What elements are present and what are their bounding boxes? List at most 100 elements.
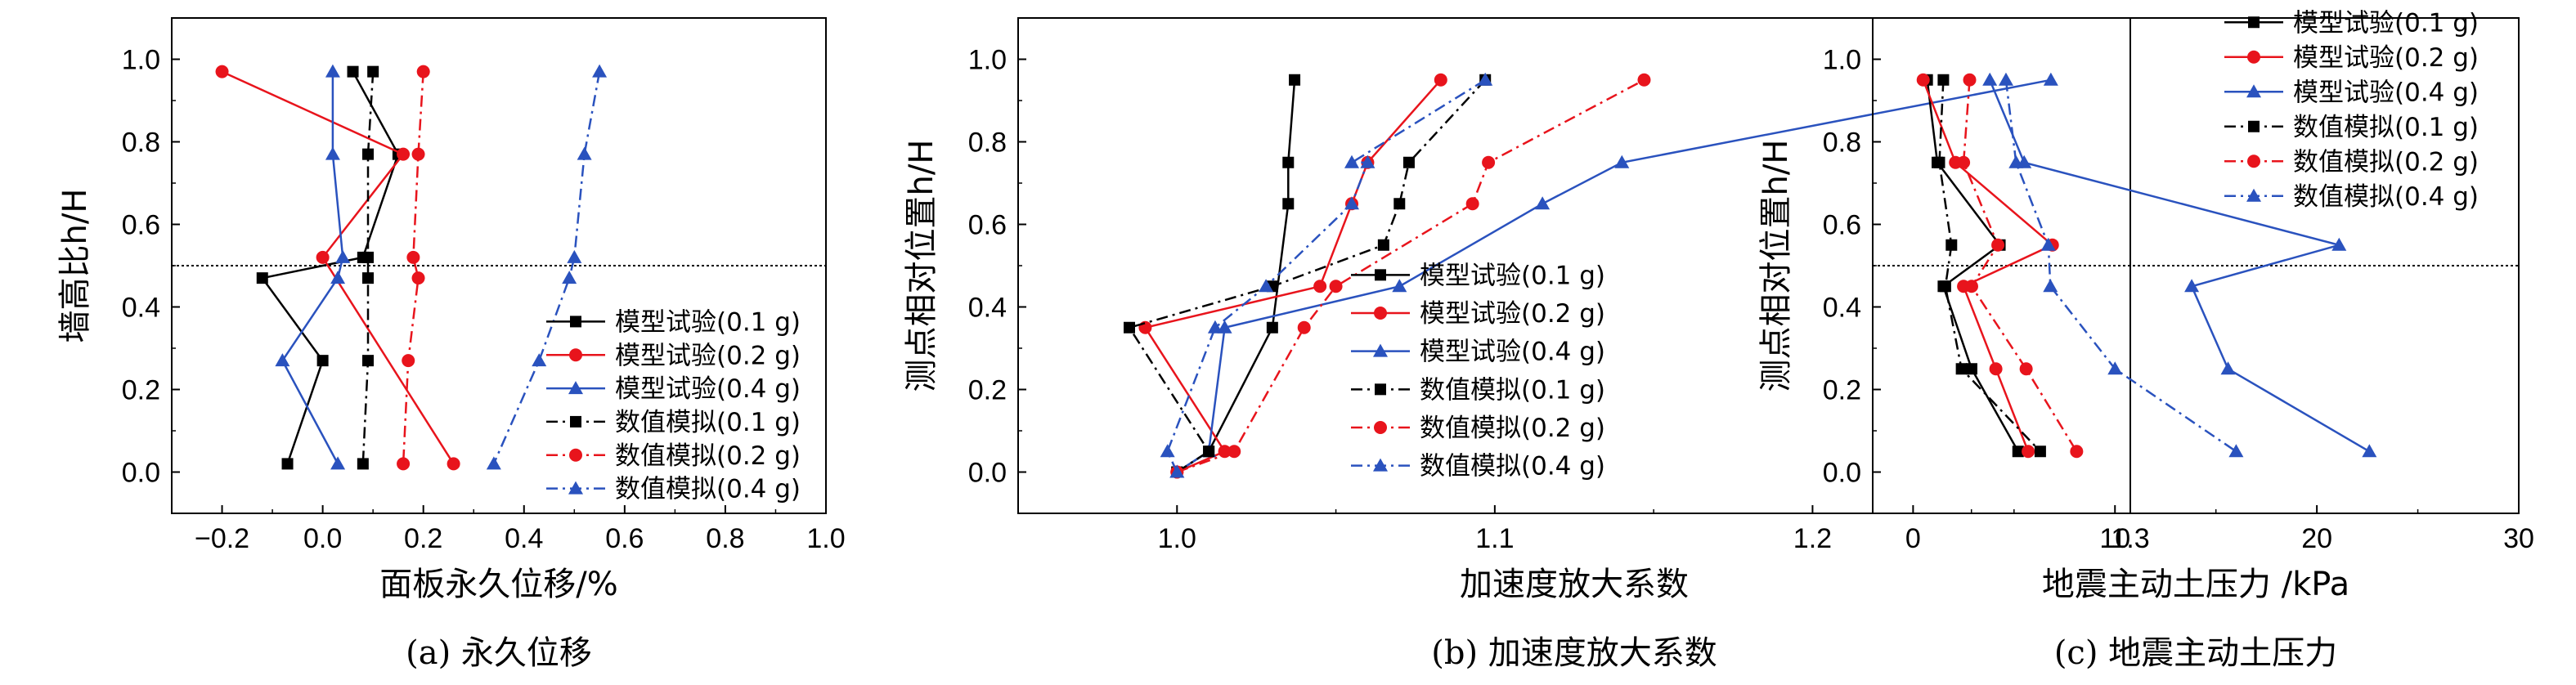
data-point [1945, 239, 1958, 251]
data-point [1998, 72, 2013, 86]
y-axis-label: 墙高比h/H [56, 189, 94, 343]
data-point [1637, 73, 1651, 87]
series-line [1922, 79, 2054, 452]
data-point [275, 353, 290, 367]
y-axis-label: 测点相对位置h/H [1757, 140, 1795, 392]
legend-marker [569, 448, 582, 462]
data-point [2043, 279, 2058, 293]
x-tick-label: 0.8 [706, 523, 744, 554]
data-point [1963, 73, 1977, 87]
data-point [2362, 444, 2377, 458]
data-point [281, 458, 294, 470]
x-tick-label: 1.0 [1158, 523, 1196, 554]
y-tick-label: 0.4 [1823, 293, 1861, 324]
series-line [1989, 79, 2370, 453]
legend-entry: 模型试验(0.2 g) [1420, 299, 1605, 329]
legend-marker [1375, 383, 1386, 396]
legend-entry: 数值模拟(0.2 g) [2293, 147, 2479, 177]
data-point [2008, 154, 2024, 168]
data-point [2331, 237, 2347, 251]
y-tick-label: 0.2 [122, 375, 160, 406]
data-point [397, 147, 411, 161]
y-tick-label: 0.4 [122, 293, 160, 324]
data-point [1478, 72, 1493, 86]
data-point [1329, 280, 1343, 293]
data-point [1535, 196, 1551, 210]
legend-entry: 模型试验(0.2 g) [2293, 43, 2479, 73]
x-axis-label: 加速度放大系数 [1460, 566, 1689, 603]
legend-marker [2247, 50, 2260, 64]
series-line [2004, 79, 2237, 453]
data-point [256, 272, 268, 284]
data-point [2022, 445, 2035, 459]
x-tick-label: 1.0 [806, 523, 845, 554]
data-point [1989, 362, 2003, 376]
data-point [402, 354, 415, 368]
y-tick-label: 1.0 [122, 45, 160, 76]
data-point [577, 146, 592, 160]
data-point [2034, 445, 2046, 458]
series-4 [1933, 74, 2046, 458]
legend: 模型试验(0.1 g) 模型试验(0.2 g) 模型试验(0.4 g) 数值模拟(0.… [2224, 8, 2479, 212]
series-line [1926, 79, 2019, 452]
x-tick-label: −0.2 [195, 523, 249, 554]
data-point [1266, 321, 1278, 334]
series-line [402, 71, 424, 464]
legend-entry: 数值模拟(0.4 g) [2293, 182, 2479, 212]
data-point [2012, 445, 2024, 458]
legend-entry: 模型试验(0.4 g) [1420, 338, 1605, 367]
data-point [1933, 156, 1945, 168]
legend-marker [570, 316, 581, 328]
data-point [1282, 198, 1295, 210]
series-6 [1160, 72, 1493, 478]
series-1 [1171, 74, 1301, 478]
data-point [397, 457, 411, 471]
series-5 [397, 65, 430, 471]
legend-entry: 模型试验(0.1 g) [2293, 8, 2479, 38]
y-tick-label: 0.2 [968, 375, 1007, 406]
legend: 模型试验(0.1 g) 模型试验(0.2 g) 模型试验(0.4 g) 数值模拟(0.… [546, 307, 801, 504]
legend-entry: 数值模拟(0.4 g) [1420, 452, 1605, 481]
data-point [592, 64, 608, 78]
legend-marker [1373, 458, 1388, 472]
data-point [406, 250, 420, 264]
data-point [416, 65, 430, 78]
x-tick-label: 20 [2301, 523, 2332, 554]
legend-entry: 模型试验(0.4 g) [2293, 78, 2479, 107]
data-point [1259, 279, 1274, 293]
data-point [2019, 362, 2033, 376]
legend-entry: 数值模拟(0.2 g) [615, 441, 801, 471]
data-point [2070, 445, 2084, 459]
data-point [1169, 464, 1185, 478]
data-point [1955, 363, 1968, 375]
series-2 [215, 65, 460, 471]
data-point [2228, 444, 2244, 458]
data-point [362, 148, 374, 160]
y-tick-label: 0.8 [1823, 128, 1861, 159]
data-point [335, 249, 351, 263]
data-point [362, 272, 374, 284]
legend-marker [568, 381, 583, 395]
data-point [2040, 237, 2056, 251]
chart-panel-1: −0.2 0.0 0.2 0.4 0.6 0.8 1.0 0.0 0.2 0.4 0.6 0.8 1.0… [56, 17, 846, 672]
data-point [567, 249, 582, 263]
legend: 模型试验(0.1 g) 模型试验(0.2 g) 模型试验(0.4 g) 数值模拟(0.… [1351, 261, 1605, 481]
series-line [1176, 78, 2052, 473]
data-point [1217, 320, 1232, 334]
series-line [260, 71, 400, 464]
y-tick-label: 0.0 [122, 458, 160, 489]
legend-marker [1375, 269, 1386, 281]
x-tick-label: 0.0 [303, 523, 342, 554]
data-point [330, 456, 346, 470]
y-tick-label: 0.0 [1823, 458, 1861, 489]
legend-entry: 数值模拟(0.1 g) [1420, 375, 1605, 405]
data-point [1297, 320, 1311, 334]
y-tick-label: 0.8 [122, 128, 160, 159]
series-line [1962, 79, 2078, 452]
x-tick-label: 1.1 [1475, 523, 1514, 554]
data-point [447, 457, 460, 471]
data-point [1614, 154, 1630, 168]
y-axis-label: 测点相对位置h/H [903, 140, 940, 392]
